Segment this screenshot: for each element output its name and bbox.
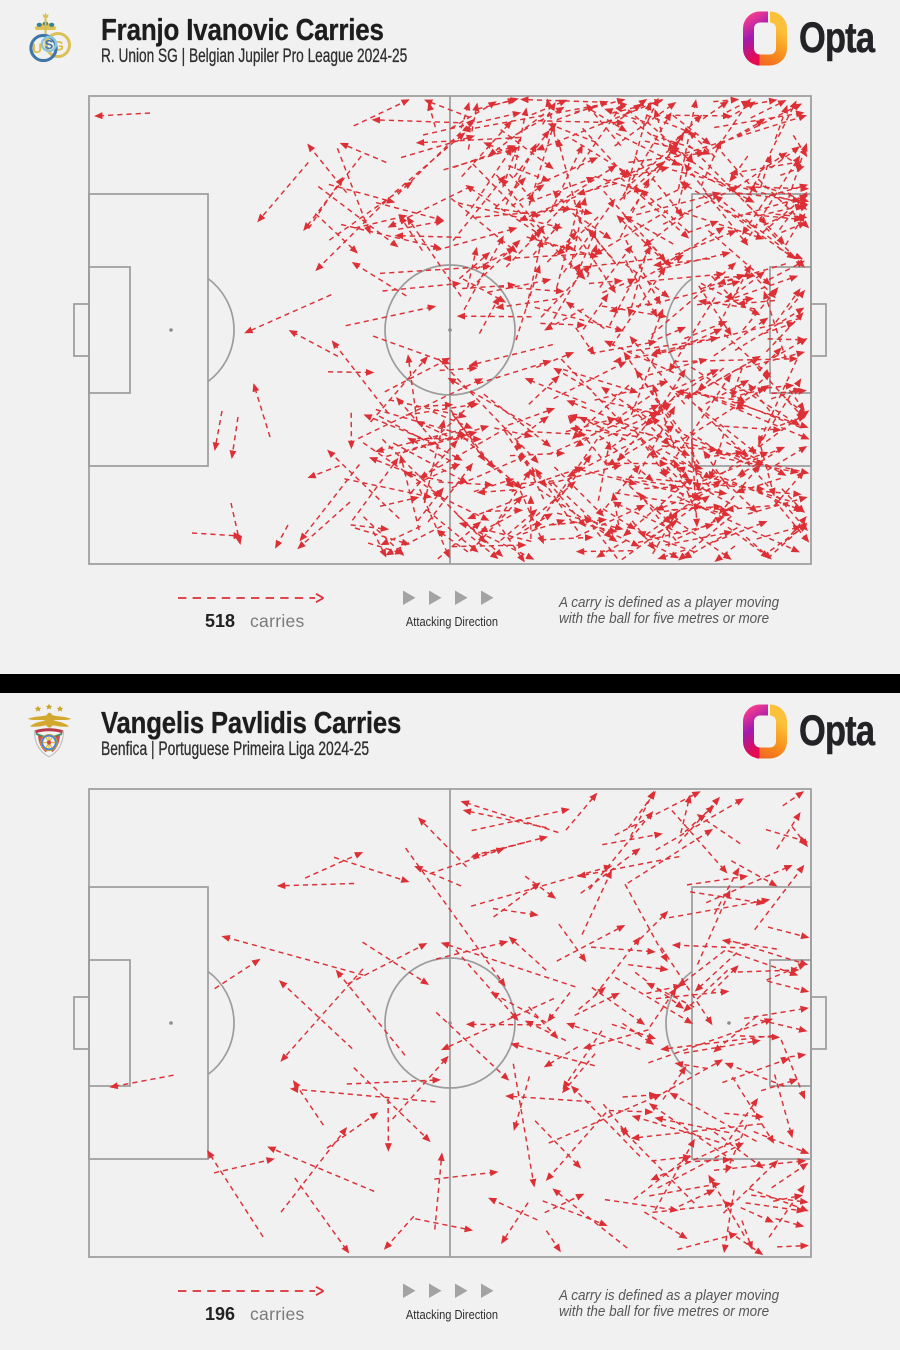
svg-text:G: G xyxy=(53,38,64,54)
svg-text:S: S xyxy=(45,37,54,52)
svg-text:U: U xyxy=(32,40,42,56)
